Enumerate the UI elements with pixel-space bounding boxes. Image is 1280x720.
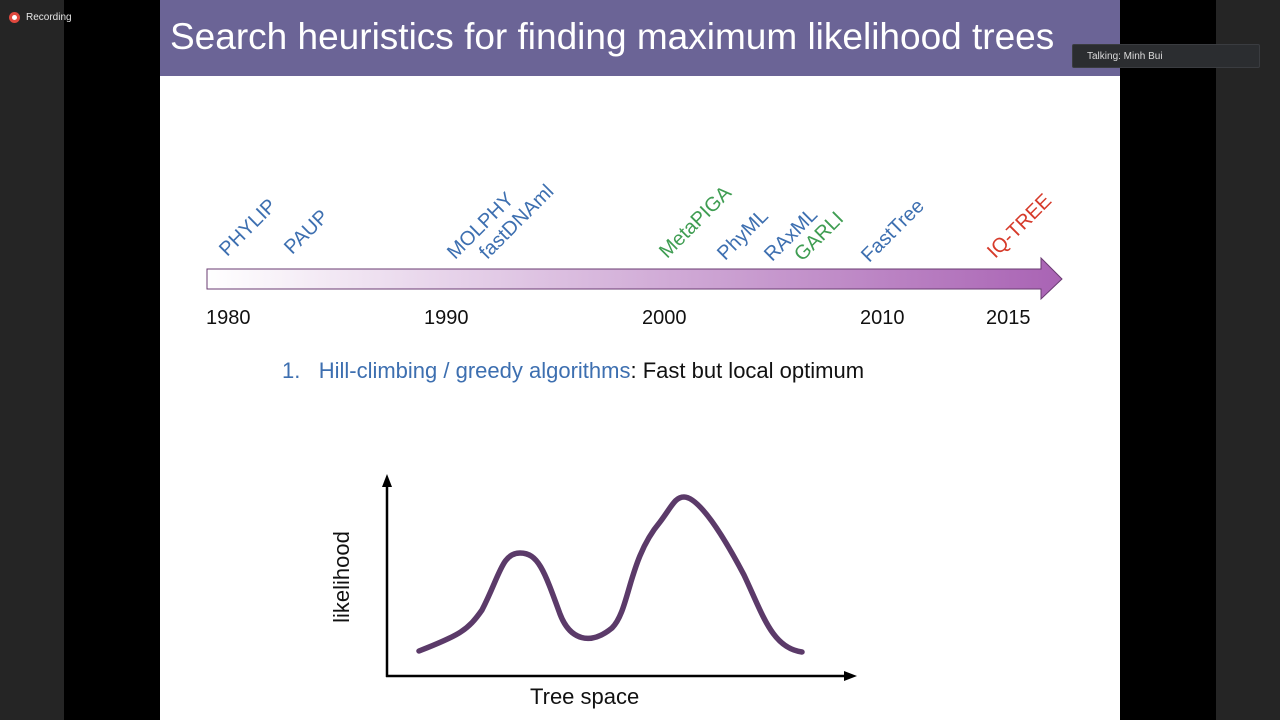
timeline-arrow (206, 256, 1063, 301)
year-1990: 1990 (424, 307, 469, 329)
right-video-panel (1216, 0, 1280, 720)
x-axis-arrowhead (844, 671, 857, 681)
left-letterbox (64, 0, 160, 720)
y-axis-label: likelihood (329, 531, 354, 623)
x-axis-label: Tree space (530, 684, 640, 709)
slide-graphics (206, 256, 1063, 681)
bullet-highlight: Hill-climbing / greedy algorithms (318, 358, 631, 383)
record-icon (9, 11, 20, 23)
left-video-panel (0, 0, 64, 720)
year-2015: 2015 (986, 307, 1031, 329)
bullet-point: 1. Hill-climbing / greedy algorithms: Fa… (282, 358, 864, 384)
year-2010: 2010 (860, 307, 905, 329)
likelihood-curve (416, 494, 805, 655)
year-1980: 1980 (206, 307, 251, 329)
year-2000: 2000 (642, 307, 687, 329)
presentation-slide: Search heuristics for finding maximum li… (160, 0, 1120, 720)
title-bar: Search heuristics for finding maximum li… (160, 0, 1120, 76)
recording-indicator[interactable]: Recording (9, 9, 72, 25)
bullet-number: 1. (282, 358, 301, 383)
y-axis-arrowhead (382, 474, 392, 487)
slide-title: Search heuristics for finding maximum li… (170, 16, 1055, 57)
talking-indicator: Talking: Minh Bui (1072, 44, 1260, 68)
bullet-rest: : Fast but local optimum (630, 358, 865, 383)
recording-label: Recording (26, 11, 72, 23)
right-letterbox (1120, 0, 1216, 720)
